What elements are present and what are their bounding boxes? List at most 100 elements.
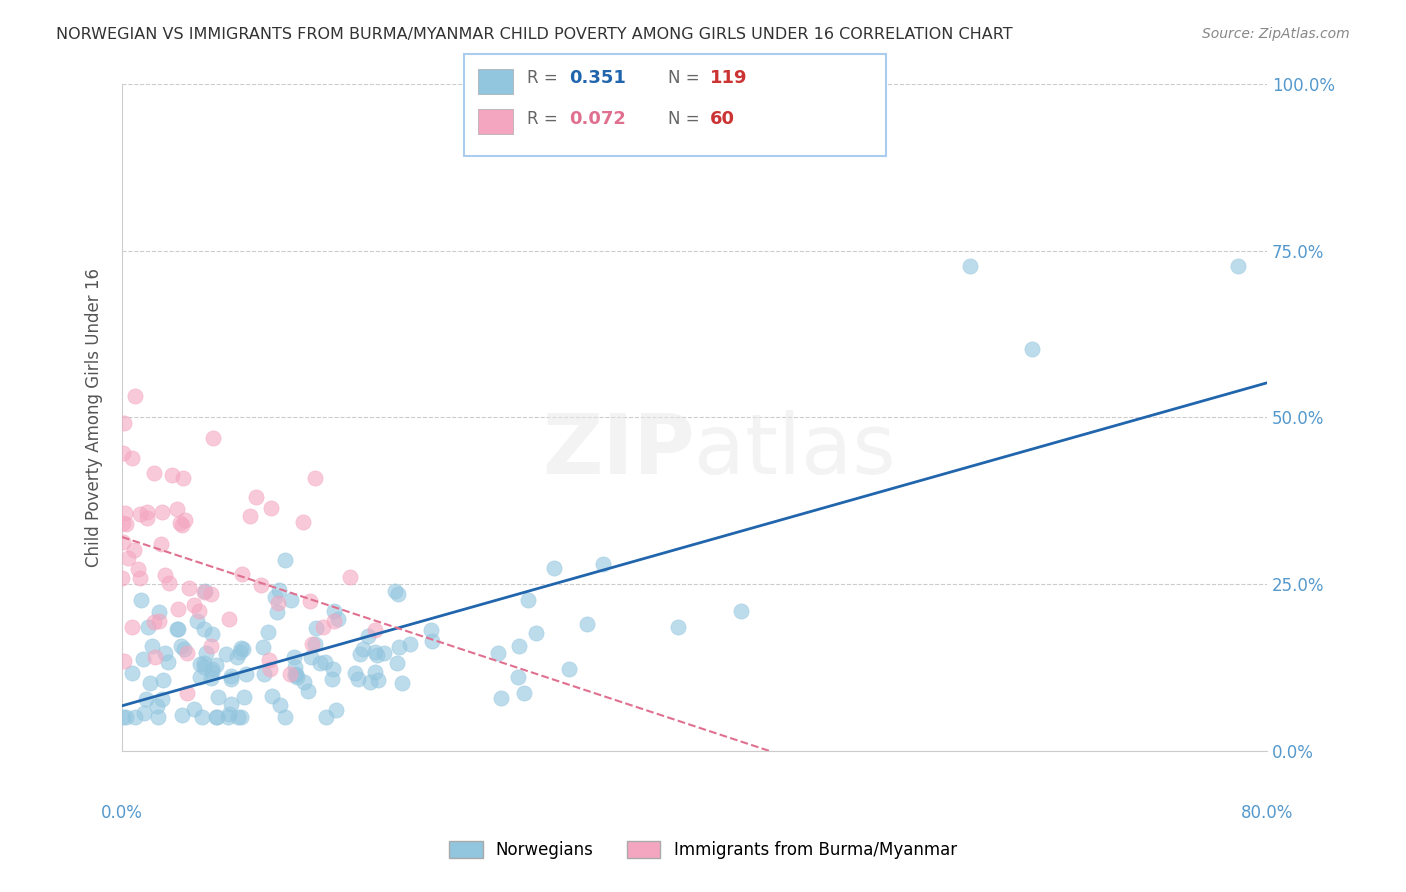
Text: NORWEGIAN VS IMMIGRANTS FROM BURMA/MYANMAR CHILD POVERTY AMONG GIRLS UNDER 16 CO: NORWEGIAN VS IMMIGRANTS FROM BURMA/MYANM… bbox=[56, 27, 1012, 42]
Point bbox=[575, 617, 598, 632]
Point bbox=[420, 634, 443, 648]
Text: 60: 60 bbox=[710, 110, 735, 128]
Point bbox=[506, 670, 529, 684]
Point bbox=[367, 673, 389, 688]
Point bbox=[326, 612, 349, 626]
Point bbox=[221, 668, 243, 682]
Point bbox=[169, 516, 191, 530]
Text: 80.0%: 80.0% bbox=[1240, 804, 1294, 822]
Point bbox=[111, 571, 134, 585]
Point bbox=[280, 593, 302, 607]
Point bbox=[245, 490, 267, 504]
Point bbox=[188, 657, 211, 671]
Text: 0.351: 0.351 bbox=[569, 70, 626, 87]
Point bbox=[129, 593, 152, 607]
Point bbox=[301, 637, 323, 651]
Point bbox=[201, 627, 224, 641]
Point bbox=[385, 656, 408, 670]
Point bbox=[388, 640, 411, 654]
Point bbox=[356, 629, 378, 643]
Point bbox=[111, 710, 134, 724]
Point bbox=[129, 571, 152, 585]
Point bbox=[226, 710, 249, 724]
Point bbox=[143, 615, 166, 630]
Point bbox=[260, 689, 283, 703]
Point bbox=[124, 710, 146, 724]
Point bbox=[112, 446, 135, 460]
Point bbox=[150, 691, 173, 706]
Point bbox=[239, 509, 262, 524]
Point bbox=[215, 647, 238, 661]
Point bbox=[166, 602, 188, 616]
Point bbox=[129, 507, 152, 521]
Text: R =: R = bbox=[527, 70, 564, 87]
Point bbox=[513, 686, 536, 700]
Point bbox=[294, 675, 316, 690]
Text: N =: N = bbox=[668, 110, 704, 128]
Point bbox=[592, 558, 614, 572]
Text: 0.072: 0.072 bbox=[569, 110, 626, 128]
Point bbox=[232, 642, 254, 657]
Point bbox=[231, 710, 253, 724]
Point bbox=[730, 603, 752, 617]
Point bbox=[127, 562, 149, 576]
Point bbox=[359, 674, 381, 689]
Point bbox=[157, 575, 180, 590]
Point bbox=[112, 416, 135, 430]
Point bbox=[176, 646, 198, 660]
Point bbox=[205, 657, 228, 672]
Point bbox=[352, 641, 374, 656]
Point bbox=[207, 690, 229, 705]
Point bbox=[149, 537, 172, 551]
Point bbox=[267, 596, 290, 610]
Point bbox=[229, 645, 252, 659]
Point bbox=[391, 676, 413, 690]
Point bbox=[200, 671, 222, 685]
Point bbox=[959, 260, 981, 274]
Point bbox=[201, 662, 224, 676]
Text: R =: R = bbox=[527, 110, 564, 128]
Point bbox=[114, 710, 136, 724]
Point bbox=[364, 665, 387, 679]
Point bbox=[269, 698, 291, 712]
Point bbox=[150, 505, 173, 519]
Point bbox=[112, 516, 135, 530]
Point bbox=[138, 676, 160, 690]
Point bbox=[508, 640, 530, 654]
Point bbox=[297, 684, 319, 698]
Point bbox=[193, 659, 215, 673]
Point bbox=[136, 510, 159, 524]
Point bbox=[233, 690, 256, 704]
Point bbox=[384, 584, 406, 599]
Point bbox=[183, 702, 205, 716]
Point bbox=[146, 710, 169, 724]
Point bbox=[231, 640, 253, 655]
Point bbox=[122, 543, 145, 558]
Point bbox=[121, 451, 143, 466]
Point bbox=[543, 560, 565, 574]
Point bbox=[322, 662, 344, 676]
Point bbox=[145, 649, 167, 664]
Point bbox=[193, 657, 215, 671]
Point bbox=[260, 501, 283, 516]
Point bbox=[323, 615, 346, 629]
Point bbox=[166, 622, 188, 636]
Point bbox=[219, 672, 242, 686]
Point bbox=[257, 653, 280, 667]
Point bbox=[201, 665, 224, 680]
Point bbox=[152, 673, 174, 687]
Point bbox=[191, 710, 214, 724]
Y-axis label: Child Poverty Among Girls Under 16: Child Poverty Among Girls Under 16 bbox=[86, 268, 103, 567]
Point bbox=[174, 513, 197, 527]
Point bbox=[278, 667, 301, 681]
Point bbox=[250, 577, 273, 591]
Text: 0.0%: 0.0% bbox=[101, 804, 143, 822]
Point bbox=[304, 471, 326, 485]
Point bbox=[115, 516, 138, 531]
Point bbox=[322, 604, 344, 618]
Point bbox=[202, 431, 225, 445]
Text: 119: 119 bbox=[710, 70, 748, 87]
Point bbox=[155, 646, 177, 660]
Point bbox=[298, 593, 321, 607]
Point bbox=[166, 622, 188, 636]
